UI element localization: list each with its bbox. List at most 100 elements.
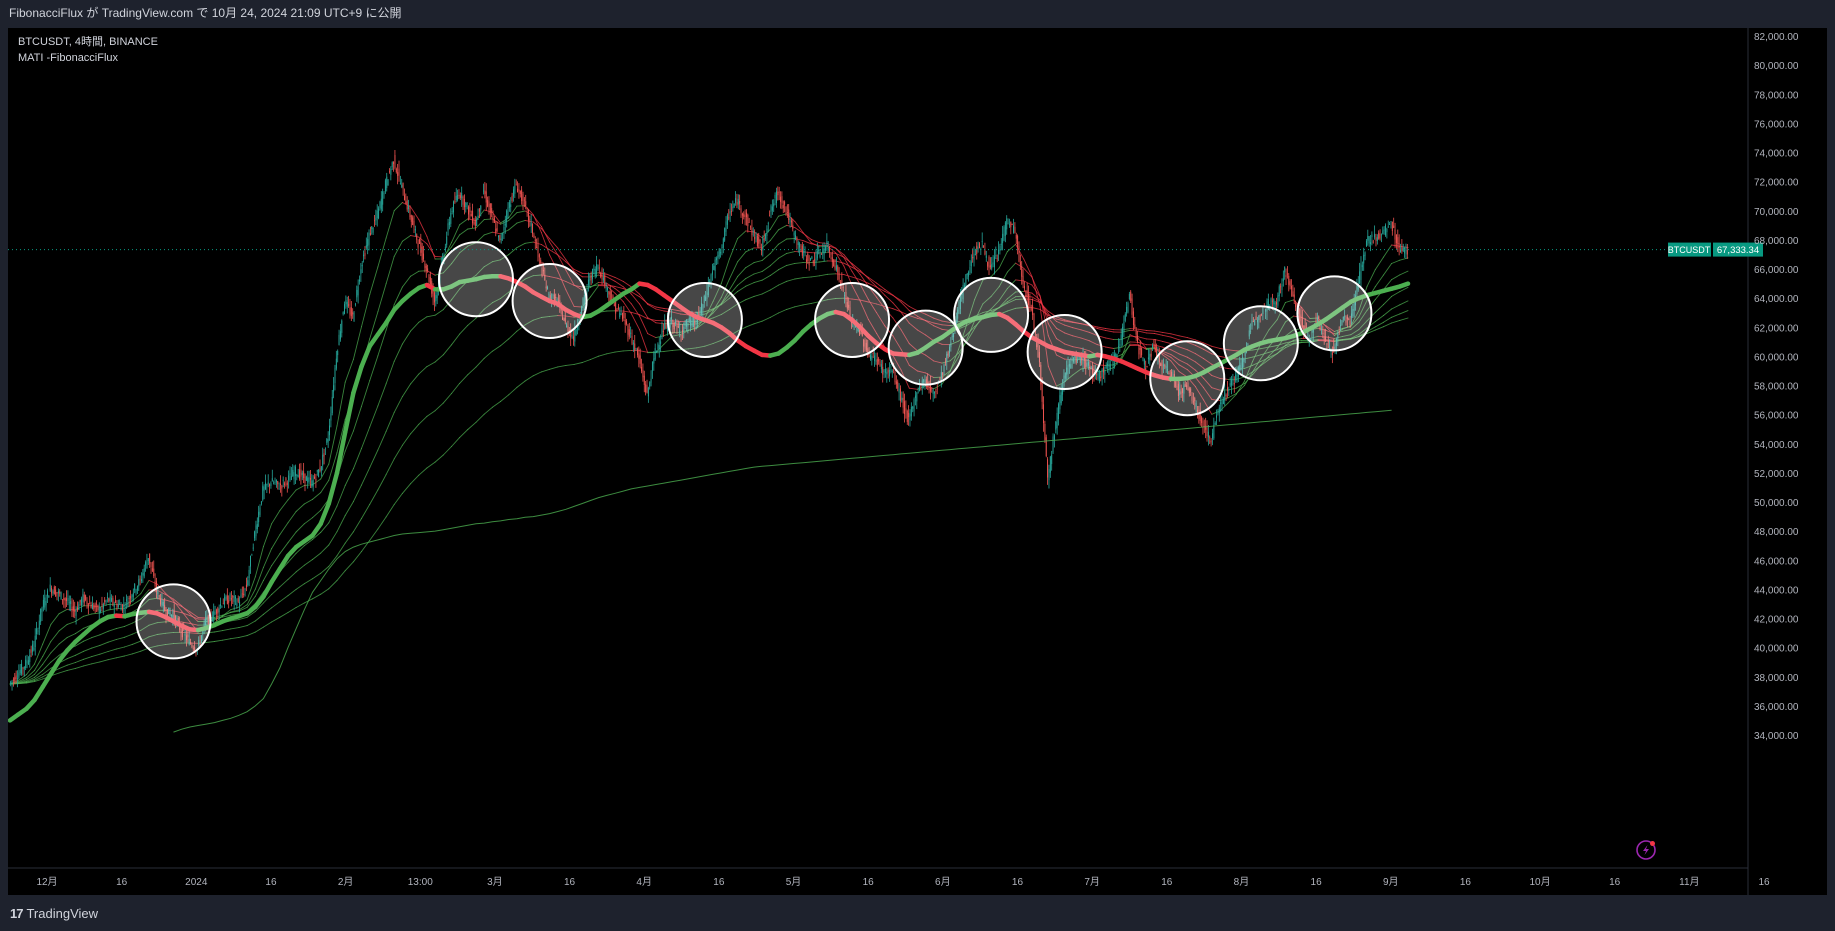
candle-body <box>1186 385 1188 387</box>
ma-ribbon-line <box>148 597 158 600</box>
candle-body <box>732 206 734 209</box>
ma-ribbon-line <box>1072 368 1082 376</box>
candle-body <box>923 379 925 382</box>
ma-ribbon-line <box>524 210 534 216</box>
candle-body <box>271 478 273 482</box>
chart-area[interactable]: BTCUSDT 67,333.34 82,000.00 80,000.00 78,00… <box>7 28 1827 895</box>
ma-ribbon-line <box>271 616 281 623</box>
candle-body <box>766 228 768 237</box>
candle-body <box>857 326 859 332</box>
candle-body <box>164 605 166 611</box>
ma-ribbon-line <box>434 255 444 258</box>
candle-body <box>898 388 900 393</box>
ma-ribbon-line <box>745 273 755 279</box>
ma-ribbon-line <box>1358 309 1368 323</box>
candle-body <box>559 300 561 305</box>
ma-ribbon-line <box>115 603 125 606</box>
candle-body <box>1307 332 1309 334</box>
highlight-circle <box>1026 314 1103 391</box>
candle-body <box>97 605 99 610</box>
ma-ribbon-line <box>83 647 93 652</box>
ma-ribbon-line <box>344 468 354 486</box>
ma-ribbon-line <box>925 319 935 324</box>
ma-ribbon-line <box>230 610 240 614</box>
candle-body <box>916 393 918 402</box>
ma-ribbon-line <box>344 358 354 383</box>
candle-body <box>478 208 480 212</box>
ma-ribbon-line <box>737 278 747 286</box>
candle-body <box>650 378 652 383</box>
ma-ribbon-line <box>688 327 698 331</box>
candle-body <box>1383 229 1385 231</box>
y-tick-label: 66,000.00 <box>1754 265 1799 276</box>
candle-body <box>1025 294 1027 298</box>
candle-body <box>111 598 112 602</box>
candle-body <box>925 379 927 385</box>
ma-ribbon-line <box>361 503 371 519</box>
candle-body <box>443 254 445 260</box>
candle-body <box>240 594 242 598</box>
candle-body <box>1015 234 1017 239</box>
candle-body <box>29 655 31 662</box>
ma-ribbon-line <box>696 321 706 329</box>
candle-body <box>401 184 403 188</box>
flash-icon[interactable] <box>1636 840 1656 860</box>
ma-ribbon-line <box>1391 313 1401 318</box>
ma-ribbon-line <box>671 334 681 337</box>
ma-ribbon-line <box>50 613 60 625</box>
ma-ribbon-line <box>459 245 469 254</box>
ma-ribbon-line <box>1350 329 1360 336</box>
ma-ribbon-line <box>124 643 134 648</box>
ma-ribbon-line <box>508 205 518 219</box>
candle-body <box>1254 320 1256 326</box>
ma-ribbon-line <box>1350 336 1360 340</box>
ma-ribbon-line <box>884 290 894 296</box>
ma-ribbon-line <box>66 633 76 638</box>
candle-body <box>256 524 258 530</box>
candle-body <box>190 642 192 644</box>
candle-body <box>145 562 147 566</box>
chart-canvas[interactable]: BTCUSDT 67,333.34 82,000.0080,000.0078,00… <box>7 28 1827 895</box>
ma-ribbon-line <box>475 209 485 222</box>
candle-body <box>1131 298 1133 315</box>
candle-body <box>816 251 818 259</box>
ma-ribbon-line <box>385 360 395 385</box>
candle-body <box>548 293 550 295</box>
candle-body <box>1236 374 1238 382</box>
ma-ribbon-line <box>810 275 820 278</box>
ma-long-line <box>173 409 1392 733</box>
ma-ribbon-line <box>483 406 493 415</box>
ma-ribbon-line <box>336 542 346 557</box>
candle-body <box>134 583 136 591</box>
ma-ribbon-line <box>369 311 379 340</box>
candle-body <box>458 194 460 197</box>
ma-ribbon-line <box>1325 325 1335 333</box>
ma-ribbon-line <box>581 359 591 363</box>
ma-ribbon-line <box>508 212 518 222</box>
candle-body <box>205 618 207 626</box>
candle-body <box>913 399 915 412</box>
candle-body <box>1224 391 1226 401</box>
ma-ribbon-line <box>917 385 927 390</box>
ma-ribbon-line <box>426 461 436 469</box>
candle-body <box>409 208 411 218</box>
candle-body <box>1162 364 1164 366</box>
ma-ribbon-line <box>426 361 436 368</box>
ma-ribbon-line <box>213 630 224 633</box>
ma-ribbon-line <box>312 509 322 519</box>
ma-ribbon-line <box>1227 349 1237 352</box>
tradingview-brand[interactable]: 17 TradingView <box>10 906 98 921</box>
ma-ribbon-line <box>1252 348 1262 351</box>
candle-body <box>296 475 298 477</box>
candle-body <box>277 481 279 485</box>
ma-ribbon-line <box>156 589 166 595</box>
ma-ribbon-line <box>132 650 142 655</box>
ma-ribbon-line <box>66 667 76 671</box>
ma-ribbon-line <box>818 242 828 244</box>
candle-body <box>79 599 81 603</box>
candle-body <box>496 228 498 232</box>
ma-ribbon-line <box>25 673 35 681</box>
candle-body <box>1239 364 1241 371</box>
candle-body <box>1201 417 1203 424</box>
candle-body <box>502 233 504 235</box>
